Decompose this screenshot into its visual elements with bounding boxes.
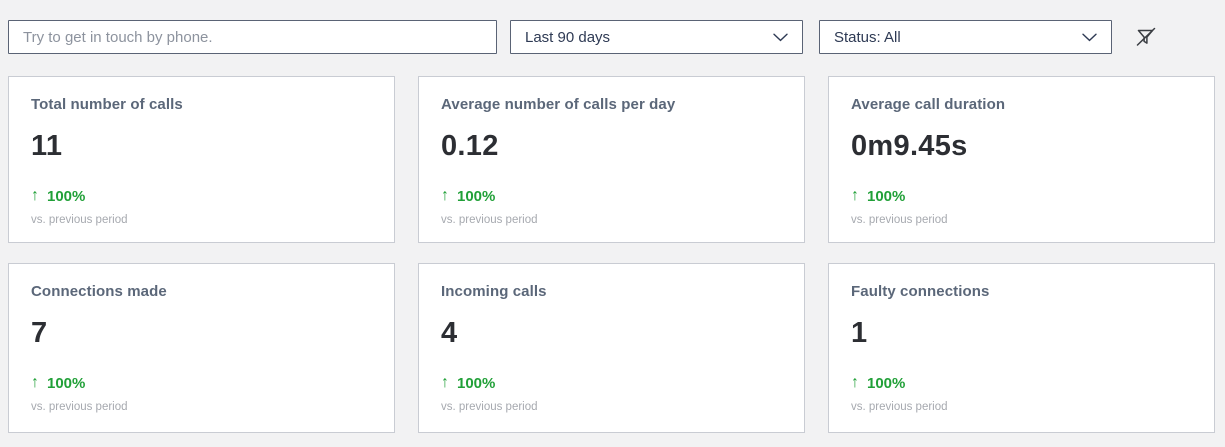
stat-card-change: ↑ 100% — [851, 374, 1192, 392]
stat-card-avg-call-duration: Average call duration 0m9.45s ↑ 100% vs.… — [828, 76, 1215, 243]
stat-card-title: Total number of calls — [31, 96, 183, 113]
stat-card-value: 0.12 — [441, 130, 499, 162]
stat-card-change-value: 100% — [47, 374, 86, 392]
stat-card-change: ↑ 100% — [31, 374, 372, 392]
stat-card-comparison: vs. previous period — [441, 214, 538, 226]
stat-card-value: 7 — [31, 317, 48, 349]
arrow-up-icon: ↑ — [31, 374, 39, 391]
stat-card-incoming-calls: Incoming calls 4 ↑ 100% vs. previous per… — [418, 263, 805, 433]
stat-card-change-value: 100% — [457, 374, 496, 392]
stat-card-comparison: vs. previous period — [31, 401, 128, 413]
stat-card-title: Faulty connections — [851, 283, 990, 300]
stat-card-title: Connections made — [31, 283, 167, 300]
date-range-select[interactable]: Last 90 days — [510, 20, 803, 54]
stat-card-change: ↑ 100% — [851, 187, 1192, 205]
arrow-up-icon: ↑ — [31, 187, 39, 204]
status-select[interactable]: Status: All — [819, 20, 1112, 54]
chevron-down-icon — [1082, 33, 1097, 41]
stat-card-value: 1 — [851, 317, 868, 349]
arrow-up-icon: ↑ — [851, 187, 859, 204]
stat-card-change-value: 100% — [457, 187, 496, 205]
arrow-up-icon: ↑ — [441, 187, 449, 204]
stat-card-change: ↑ 100% — [441, 374, 782, 392]
stat-card-value: 0m9.45s — [851, 130, 968, 162]
stat-card-value: 4 — [441, 317, 458, 349]
stat-card-change-value: 100% — [867, 187, 906, 205]
stat-card-change-value: 100% — [47, 187, 86, 205]
clear-filters-button[interactable] — [1132, 23, 1160, 51]
stat-card-title: Incoming calls — [441, 283, 547, 300]
arrow-up-icon: ↑ — [441, 374, 449, 391]
date-range-value: Last 90 days — [525, 28, 611, 46]
stat-card-title: Average call duration — [851, 96, 1006, 113]
stat-card-avg-calls-per-day: Average number of calls per day 0.12 ↑ 1… — [418, 76, 805, 243]
stat-card-title: Average number of calls per day — [441, 96, 676, 113]
filter-off-icon — [1136, 27, 1156, 46]
stat-card-comparison: vs. previous period — [441, 401, 538, 413]
stat-card-comparison: vs. previous period — [851, 401, 948, 413]
stat-card-connections-made: Connections made 7 ↑ 100% vs. previous p… — [8, 263, 395, 433]
stat-card-comparison: vs. previous period — [31, 214, 128, 226]
status-value: Status: All — [834, 28, 901, 46]
stat-card-total-calls: Total number of calls 11 ↑ 100% vs. prev… — [8, 76, 395, 243]
stat-card-change: ↑ 100% — [31, 187, 372, 205]
phone-search-input[interactable] — [8, 20, 497, 54]
chevron-down-icon — [773, 33, 788, 41]
stat-card-change: ↑ 100% — [441, 187, 782, 205]
filters-bar: Last 90 days Status: All — [0, 0, 1225, 54]
stat-cards-grid: Total number of calls 11 ↑ 100% vs. prev… — [0, 54, 1225, 433]
stat-card-faulty-connections: Faulty connections 1 ↑ 100% vs. previous… — [828, 263, 1215, 433]
stat-card-value: 11 — [31, 130, 63, 162]
arrow-up-icon: ↑ — [851, 374, 859, 391]
stat-card-change-value: 100% — [867, 374, 906, 392]
stat-card-comparison: vs. previous period — [851, 214, 948, 226]
